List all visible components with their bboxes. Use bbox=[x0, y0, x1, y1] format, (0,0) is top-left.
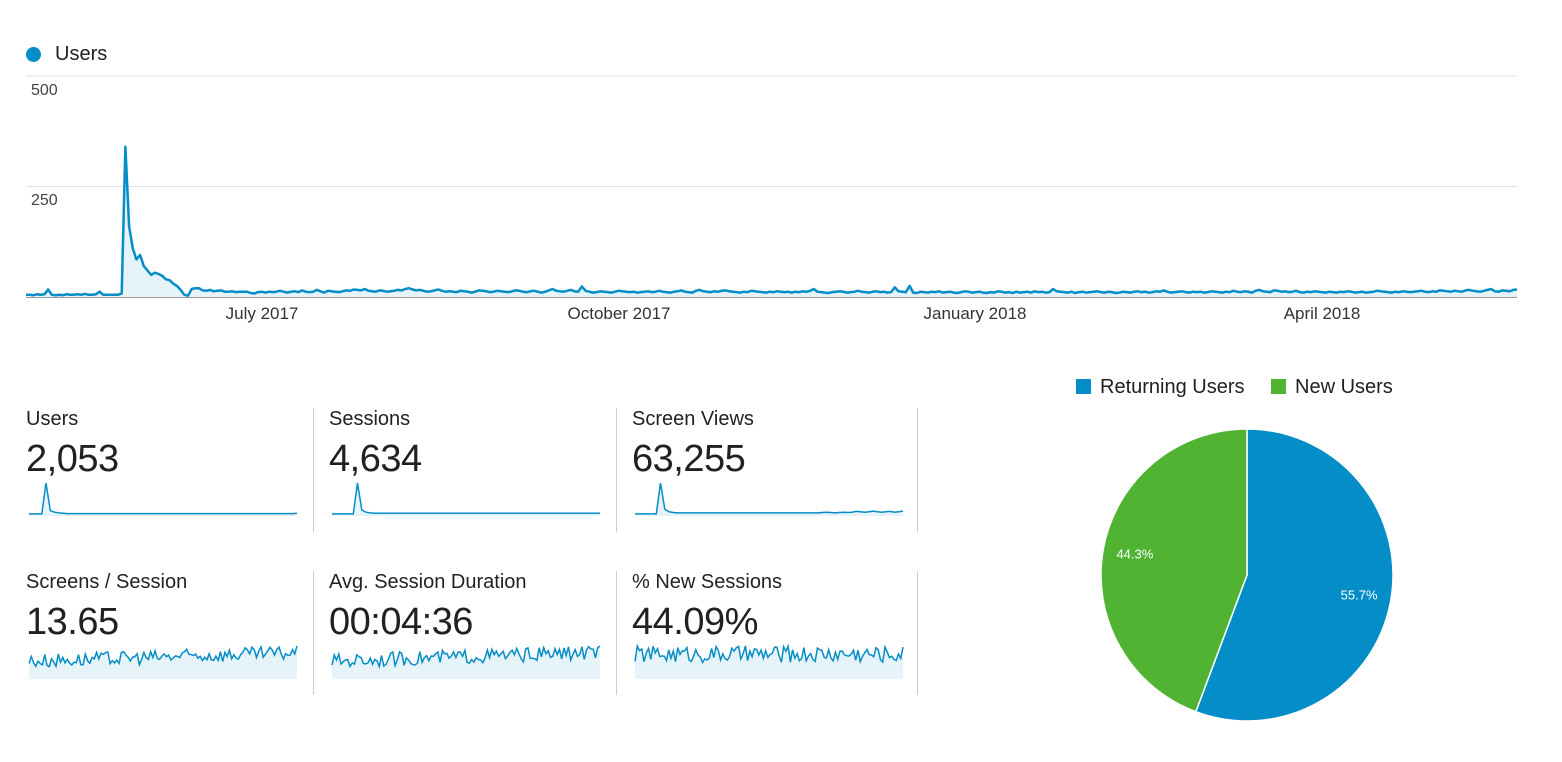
metric-new-sessions[interactable]: % New Sessions 44.09% bbox=[632, 571, 922, 695]
metric-divider bbox=[616, 408, 617, 532]
sparkline-line bbox=[634, 643, 904, 665]
sparkline-area bbox=[635, 483, 903, 516]
pie-legend-label: Returning Users bbox=[1100, 376, 1245, 398]
metric-label: Screens / Session bbox=[26, 571, 188, 593]
x-tick-label-january-2018: January 2018 bbox=[923, 304, 1027, 323]
sparkline-line bbox=[28, 644, 298, 669]
pie-slice-label: 44.3% bbox=[1116, 547, 1153, 562]
y-tick-label-500: 500 bbox=[31, 82, 58, 99]
metric-value: 4,634 bbox=[329, 438, 422, 480]
users-series-area bbox=[26, 146, 1517, 297]
sparkline-line bbox=[635, 482, 904, 515]
metric-divider bbox=[917, 571, 918, 695]
metric-label: % New Sessions bbox=[632, 571, 783, 593]
metric-divider bbox=[917, 408, 918, 532]
metric-divider bbox=[616, 571, 617, 695]
metric-value: 44.09% bbox=[632, 601, 758, 643]
pie-slice-returning-users[interactable] bbox=[1194, 428, 1394, 722]
metric-value: 13.65 bbox=[26, 601, 119, 643]
metric-screen-views[interactable]: Screen Views 63,255 bbox=[632, 408, 922, 532]
metric-users[interactable]: Users 2,053 bbox=[26, 408, 316, 532]
metric-sparkline bbox=[332, 482, 600, 516]
metric-label: Avg. Session Duration bbox=[329, 571, 527, 593]
metric-value: 63,255 bbox=[632, 438, 746, 480]
pie-legend-returning-users[interactable]: Returning Users bbox=[1076, 376, 1245, 399]
users-legend-label: Users bbox=[55, 43, 108, 65]
x-tick-label-july-2017: July 2017 bbox=[225, 304, 299, 323]
metric-divider bbox=[313, 408, 314, 532]
metric-label: Users bbox=[26, 408, 79, 430]
metric-divider bbox=[313, 571, 314, 695]
x-tick-label-october-2017: October 2017 bbox=[567, 304, 671, 323]
y-tick-label-250: 250 bbox=[31, 192, 58, 209]
metric-screens-per-session[interactable]: Screens / Session 13.65 bbox=[26, 571, 316, 695]
user-type-pie-chart: 55.7% 44.3% bbox=[1100, 428, 1394, 722]
pie-slice-label: 55.7% bbox=[1341, 587, 1378, 602]
sparkline-area bbox=[332, 483, 600, 516]
metric-sparkline bbox=[28, 644, 298, 679]
metric-sparkline bbox=[634, 643, 904, 679]
x-tick-label-april-2018: April 2018 bbox=[1283, 304, 1361, 323]
new-users-swatch-icon bbox=[1271, 379, 1286, 394]
users-line-chart bbox=[26, 75, 1518, 298]
metric-sparkline bbox=[635, 482, 904, 516]
sparkline-area bbox=[635, 646, 903, 679]
pie-slice-new-users[interactable] bbox=[1100, 428, 1248, 713]
sparkline-line bbox=[331, 645, 601, 670]
returning-users-swatch-icon bbox=[1076, 379, 1091, 394]
pie-legend-label: New Users bbox=[1295, 376, 1393, 398]
sparkline-line bbox=[29, 482, 298, 515]
metric-value: 2,053 bbox=[26, 438, 119, 480]
metric-sparkline bbox=[29, 482, 298, 516]
metric-value: 00:04:36 bbox=[329, 601, 473, 643]
pie-legend-new-users[interactable]: New Users bbox=[1271, 376, 1393, 399]
users-legend-dot-icon bbox=[26, 47, 41, 62]
metric-label: Sessions bbox=[329, 408, 411, 430]
metric-avg-session-duration[interactable]: Avg. Session Duration 00:04:36 bbox=[329, 571, 619, 695]
metric-sessions[interactable]: Sessions 4,634 bbox=[329, 408, 619, 532]
users-series-line bbox=[26, 145, 1518, 297]
metric-label: Screen Views bbox=[632, 408, 754, 430]
sparkline-area bbox=[29, 483, 297, 516]
metric-sparkline bbox=[331, 645, 601, 679]
sparkline-line bbox=[332, 482, 600, 515]
